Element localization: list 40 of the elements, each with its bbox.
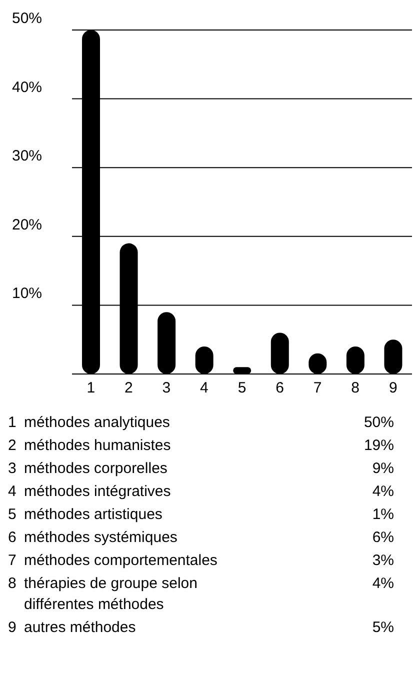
- text: 5%: [371, 618, 394, 638]
- text: 4%: [371, 482, 394, 502]
- y-tick-label: 40%: [12, 78, 42, 96]
- text: méthodes humanistes: [24, 436, 172, 456]
- text: méthodes corporelles: [24, 459, 168, 479]
- category-label: 5: [8, 506, 16, 523]
- x-tick-label: 6: [276, 380, 284, 397]
- text: 19%: [362, 436, 394, 456]
- text: 1%: [371, 505, 394, 525]
- category-label: 8: [8, 575, 16, 592]
- text: 9%: [371, 459, 394, 479]
- x-tick-label: 9: [388, 380, 398, 397]
- category-label: 4: [8, 483, 16, 500]
- text: 4%: [371, 574, 394, 594]
- text: 50%: [362, 413, 394, 433]
- text: 6%: [371, 528, 394, 548]
- x-tick-label: 2: [124, 380, 133, 397]
- category-label: 1: [8, 414, 16, 431]
- category-label: 9: [8, 619, 16, 636]
- text: 3%: [371, 551, 394, 571]
- text: autres méthodes: [24, 618, 137, 638]
- x-tick-label: 1: [86, 380, 96, 397]
- category-label: 7: [8, 552, 16, 569]
- x-tick-label: 5: [238, 380, 246, 397]
- text: méthodes analytiques: [24, 413, 171, 433]
- x-tick-label: 3: [162, 380, 171, 397]
- text: méthodes systémiques: [24, 528, 178, 548]
- x-tick-label: 4: [200, 380, 208, 397]
- x-tick-label: 7: [313, 380, 322, 397]
- x-tick-label: 8: [351, 380, 360, 397]
- category-label: 6: [8, 529, 16, 546]
- category-label: 3: [8, 460, 16, 477]
- category-label: 2: [8, 437, 16, 454]
- text: méthodes artistiques: [24, 505, 164, 525]
- y-tick-label: 30%: [12, 148, 42, 165]
- text: méthodes intégratives: [24, 482, 172, 502]
- y-tick-label: 50%: [12, 10, 42, 27]
- text: méthodes comportementales: [24, 551, 218, 571]
- y-tick-label: 20%: [12, 216, 42, 234]
- y-tick-label: 10%: [12, 285, 42, 302]
